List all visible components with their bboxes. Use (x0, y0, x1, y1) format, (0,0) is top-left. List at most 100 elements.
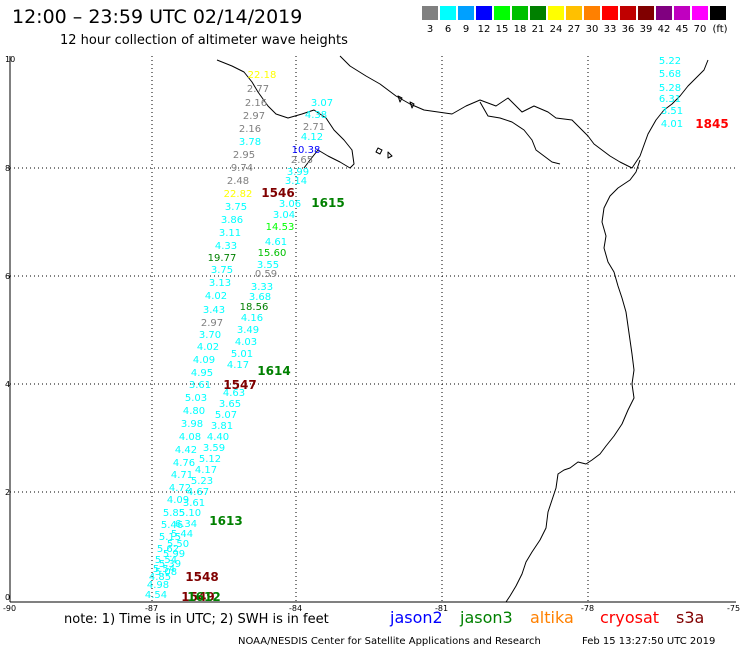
pass-time-label: 1548 (185, 570, 218, 584)
legend-swatch (440, 6, 456, 20)
lon-label: -90 (3, 604, 16, 613)
legend-label: 12 (477, 24, 491, 35)
wave-height-value: 5.28 (659, 83, 681, 94)
wave-height-value: 3.99 (287, 167, 309, 178)
lon-label: -81 (435, 604, 448, 613)
lat-label: 4 (5, 380, 10, 389)
wave-height-value: 5.99 (163, 549, 185, 560)
wave-height-value: 5.54 (153, 564, 175, 575)
wave-height-value: 2.97 (243, 111, 265, 122)
legend-swatch (674, 6, 690, 20)
pass-time-label: 1613 (209, 514, 242, 528)
wave-height-value: 2.48 (227, 176, 249, 187)
wave-height-value: 6.34 (175, 519, 197, 530)
wave-height-value: 4.09 (167, 495, 189, 506)
latitude-labels: 0 2 4 6 8 10 (5, 55, 15, 602)
legend-unit: (ft) (712, 24, 728, 35)
wave-height-value: 3.81 (211, 421, 233, 432)
wave-height-value: 15.60 (258, 248, 287, 259)
lon-label: -75 (727, 604, 740, 613)
legend-label: 6 (444, 24, 452, 35)
wave-height-value: 4.61 (265, 237, 287, 248)
wave-height-value: 4.01 (661, 119, 683, 130)
satellite-altika: altika (530, 608, 574, 627)
wave-height-value: 14.53 (266, 222, 295, 233)
wave-height-value: 3.65 (219, 399, 241, 410)
wave-height-value: 2.77 (247, 84, 269, 95)
wave-height-value: 3.33 (251, 282, 273, 293)
satellite-jason2: jason2 (390, 608, 443, 627)
legend-label: 45 (675, 24, 689, 35)
legend-label: 30 (585, 24, 599, 35)
wave-height-value: 22.18 (248, 70, 277, 81)
pass-time-label: 1845 (695, 117, 728, 131)
wave-height-value: 18.56 (240, 302, 269, 313)
legend-label: 9 (462, 24, 470, 35)
legend-swatch (566, 6, 582, 20)
lon-label: -78 (581, 604, 594, 613)
wave-height-value: 3.11 (219, 228, 241, 239)
wave-height-value: 0.59 (255, 269, 277, 280)
legend-swatch (512, 6, 528, 20)
wave-height-value: 19.77 (208, 253, 237, 264)
legend-swatch (620, 6, 636, 20)
legend-swatch (656, 6, 672, 20)
wave-height-value: 5.08 (155, 567, 177, 578)
panama-caribbean-coast (339, 55, 709, 169)
pass-time-label: 1546 (261, 186, 294, 200)
wave-height-value: 3.75 (211, 265, 233, 276)
legend-label: 39 (639, 24, 653, 35)
wave-height-value: 5.68 (659, 69, 681, 80)
lon-label: -84 (289, 604, 302, 613)
credit-line: NOAA/NESDIS Center for Satellite Applica… (238, 636, 541, 647)
wave-height-value: 3.04 (273, 210, 295, 221)
wave-height-value: 3.55 (257, 260, 279, 271)
longitude-labels: -90 -87 -84 -81 -78 -75 (3, 604, 740, 613)
wave-height-value: 4.17 (195, 465, 217, 476)
lat-label: 2 (5, 488, 10, 497)
wave-height-value: 4.02 (205, 291, 227, 302)
wave-height-value: 3.13 (209, 278, 231, 289)
legend-label: 15 (495, 24, 509, 35)
pass-time-label: 1549 (181, 590, 214, 604)
wave-height-value: 3.51 (661, 106, 683, 117)
wave-height-value: 4.16 (241, 313, 263, 324)
wave-height-value: 4.80 (183, 406, 205, 417)
wave-height-value: 5.39 (159, 559, 181, 570)
legend-swatch (584, 6, 600, 20)
wave-height-value: 4.63 (223, 388, 245, 399)
central-america-coast (216, 59, 355, 169)
legend-swatch (494, 6, 510, 20)
wave-height-value: 4.85 (149, 572, 171, 583)
wave-height-value: 5.44 (171, 529, 193, 540)
legend-swatch (638, 6, 654, 20)
graticule (10, 56, 736, 602)
wave-height-value: 3.43 (203, 305, 225, 316)
wave-height-value: 4.09 (193, 355, 215, 366)
wave-height-value: 4.40 (207, 432, 229, 443)
wave-height-value: 2.65 (291, 155, 313, 166)
wave-height-value: 5.23 (191, 476, 213, 487)
wave-height-value: 5.22 (659, 56, 681, 67)
lon-label: -87 (145, 604, 158, 613)
legend-label: 42 (657, 24, 671, 35)
wave-height-value: 2.95 (233, 150, 255, 161)
legend-swatch (710, 6, 726, 20)
wave-height-value: 2.16 (239, 124, 261, 135)
wave-height-value: 3.68 (249, 292, 271, 303)
wave-height-value: 4.08 (179, 432, 201, 443)
wave-height-value: 3.86 (221, 215, 243, 226)
wave-height-value: 10.38 (292, 145, 321, 156)
wave-height-value: 4.72 (169, 483, 191, 494)
legend-label: 3 (426, 24, 434, 35)
pass-time-label: 1547 (223, 378, 256, 392)
legend-label: 24 (549, 24, 563, 35)
wave-height-value: 5.10 (179, 508, 201, 519)
wave-height-value: 4.42 (175, 445, 197, 456)
wave-height-value: 4.17 (227, 360, 249, 371)
wave-height-value: 2.71 (303, 122, 325, 133)
satellite-cryosat: cryosat (600, 608, 660, 627)
legend-label: 70 (693, 24, 707, 35)
footer-note: note: 1) Time is in UTC; 2) SWH is in fe… (64, 612, 329, 627)
wave-height-value: 3.78 (239, 137, 261, 148)
